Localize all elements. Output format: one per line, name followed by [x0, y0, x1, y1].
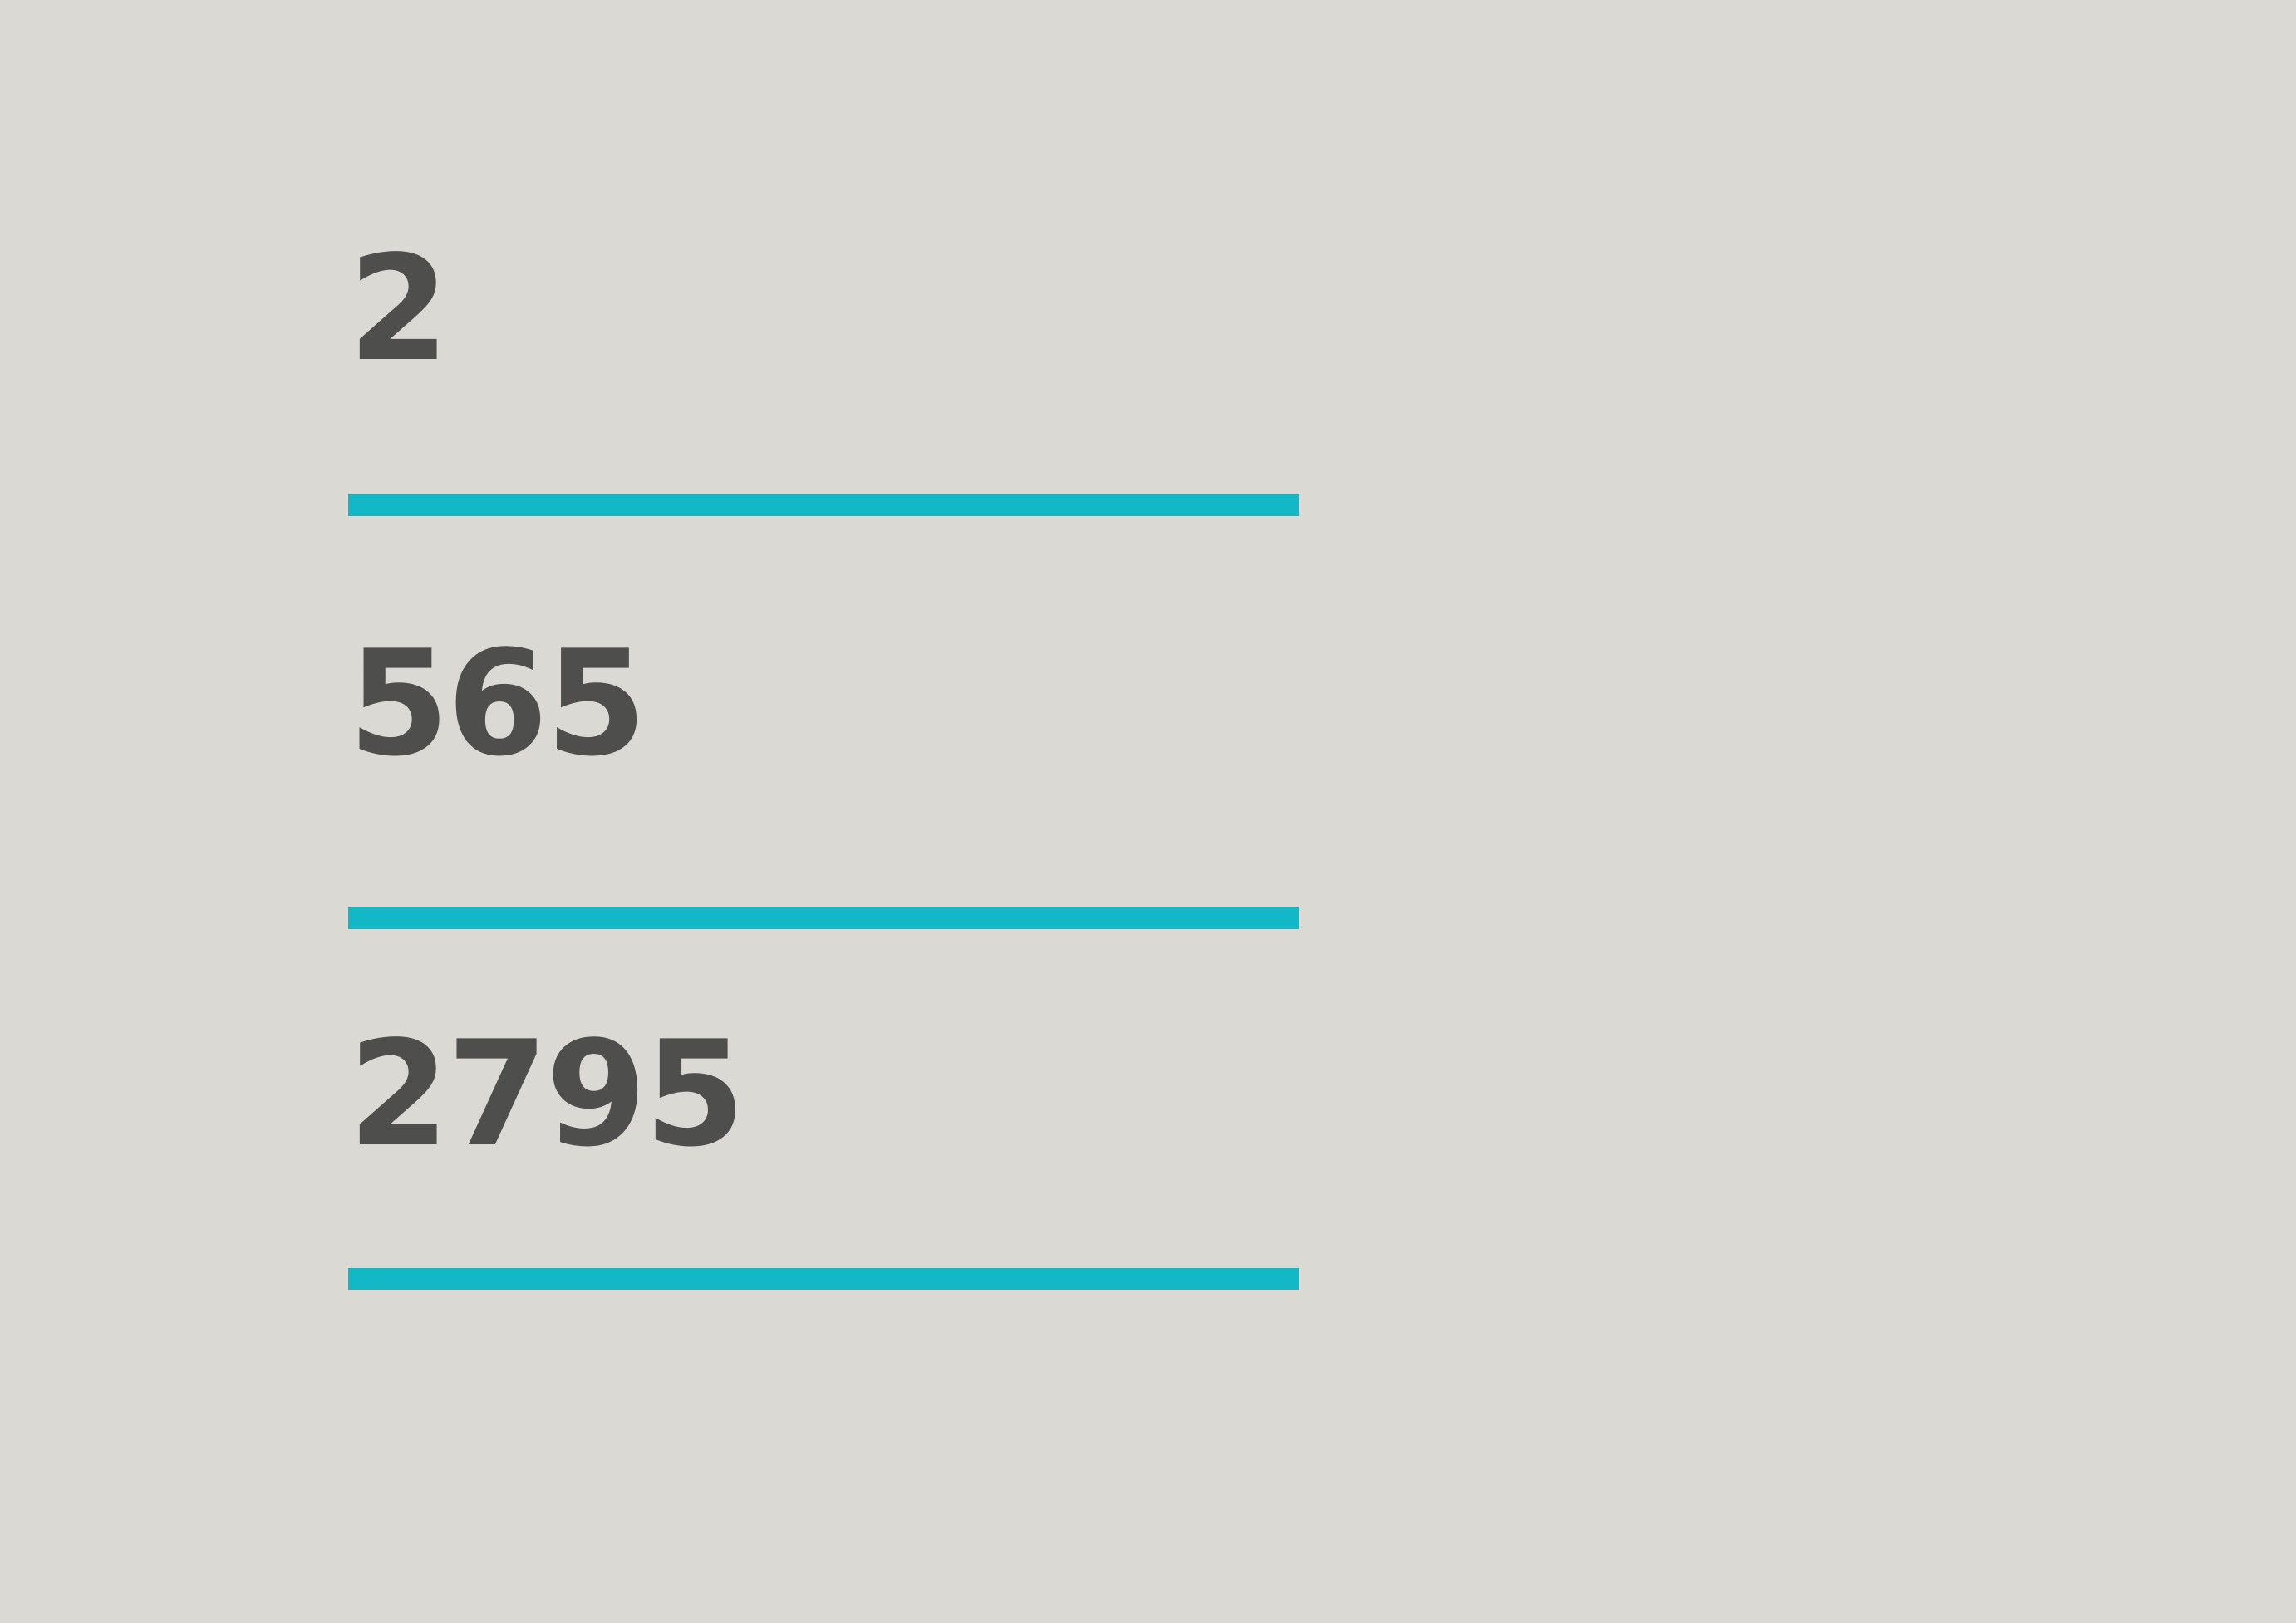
divider-line-1 — [348, 494, 1299, 516]
stat-number-2: 565 — [348, 620, 647, 789]
stat-block-2: 565 — [348, 607, 1299, 929]
stat-block-3: 2795 — [348, 997, 1299, 1290]
stat-number-3: 2795 — [348, 1011, 745, 1179]
stat-block-1: 2 — [348, 216, 1299, 517]
stat-number-1: 2 — [348, 225, 450, 394]
divider-line-3 — [348, 1268, 1299, 1290]
divider-line-2 — [348, 907, 1299, 929]
